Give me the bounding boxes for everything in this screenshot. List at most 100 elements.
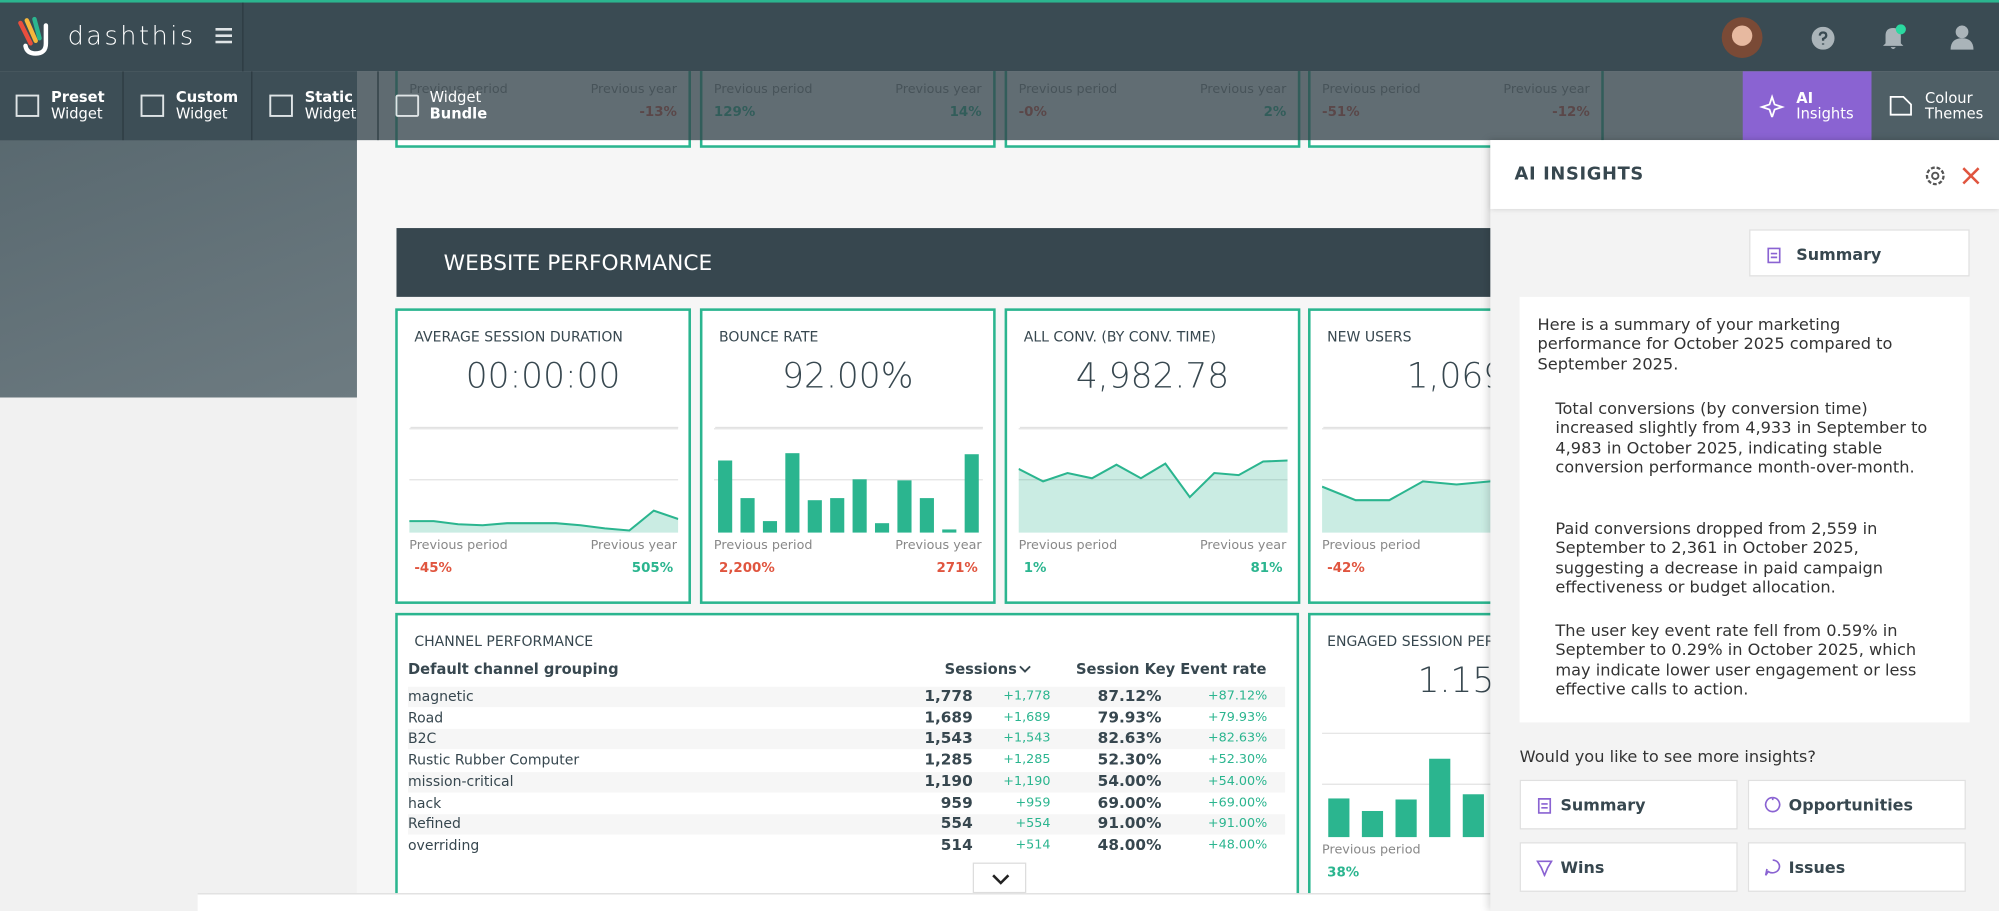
notification-icon bbox=[1880, 24, 1905, 49]
cell: 1,689 bbox=[924, 708, 972, 726]
cell: Refined bbox=[408, 816, 461, 833]
column-header[interactable]: Sessions bbox=[945, 660, 1017, 678]
insight-button[interactable]: Issues bbox=[1748, 842, 1966, 892]
icon-shape bbox=[1539, 799, 1550, 813]
cell: +82.63% bbox=[1208, 732, 1267, 746]
toolbar-button[interactable]: StaticWidget bbox=[305, 89, 357, 121]
bar bbox=[830, 498, 844, 532]
icon-shape bbox=[1766, 860, 1780, 875]
bar bbox=[785, 453, 799, 532]
question: Would you like to see more insights? bbox=[1520, 747, 1816, 766]
table-card: CHANNEL PERFORMANCEDefault channel group… bbox=[395, 613, 1299, 911]
button-label: Insights bbox=[1796, 106, 1853, 122]
icon-shape bbox=[1891, 97, 1911, 115]
widget-icon bbox=[140, 94, 164, 117]
cell: 554 bbox=[941, 814, 973, 832]
summary-point: Total conversions (by conversion time) i… bbox=[1555, 399, 1950, 477]
ai-title: AI INSIGHTS bbox=[1515, 164, 1644, 184]
widget-icon bbox=[15, 94, 39, 117]
label: Previous year bbox=[895, 539, 981, 553]
bar bbox=[875, 523, 889, 532]
widget-card: BOUNCE RATE92.00%Previous period2,200%Pr… bbox=[700, 308, 996, 604]
settings-icon bbox=[1924, 164, 1947, 187]
tab-button[interactable]: Summary bbox=[1749, 229, 1970, 276]
insight-button[interactable]: Summary bbox=[1520, 780, 1738, 830]
column-header: Default channel grouping bbox=[408, 660, 619, 678]
widget-title: ENGAGED SESSION PER bbox=[1327, 633, 1494, 650]
summary-box: Here is a summary of your marketing perf… bbox=[1520, 297, 1970, 723]
toolbar-label: Widget bbox=[305, 105, 357, 121]
cell: 69.00% bbox=[1098, 793, 1162, 811]
label: Previous period bbox=[409, 539, 508, 553]
button-icon bbox=[1888, 94, 1913, 117]
label: Previous period bbox=[1322, 539, 1421, 553]
cell: 514 bbox=[941, 836, 973, 854]
toolbar-button[interactable]: WidgetBundle bbox=[430, 89, 488, 121]
previous-period-value: 2,200% bbox=[719, 561, 775, 576]
bar bbox=[1328, 798, 1349, 837]
cell: overriding bbox=[408, 837, 479, 854]
avatar-face bbox=[1732, 25, 1752, 45]
widget-title: ALL CONV. (BY CONV. TIME) bbox=[1024, 329, 1216, 346]
cell: 48.00% bbox=[1098, 836, 1162, 854]
toolbar: PresetWidgetCustomWidgetStaticWidgetWidg… bbox=[0, 71, 1999, 140]
logo bbox=[15, 15, 56, 58]
toolbar-divider bbox=[251, 71, 252, 140]
brand: dashthis bbox=[68, 20, 196, 51]
toolbar-button[interactable]: ColourThemes bbox=[1872, 71, 1999, 140]
mini-chart bbox=[714, 428, 983, 534]
cell: +91.00% bbox=[1208, 817, 1267, 831]
bar bbox=[942, 529, 956, 532]
button-icon bbox=[1766, 246, 1783, 264]
label: Previous year bbox=[1200, 539, 1286, 553]
toolbar-divider bbox=[377, 71, 378, 140]
toolbar-button[interactable]: CustomWidget bbox=[176, 89, 238, 121]
cell: 1,190 bbox=[924, 772, 972, 790]
toolbar-label: Widget bbox=[51, 105, 105, 121]
insight-label: Summary bbox=[1560, 795, 1645, 814]
summary-point: The user key event rate fell from 0.59% … bbox=[1555, 621, 1950, 699]
toolbar-button[interactable]: PresetWidget bbox=[51, 89, 105, 121]
previous-period-value: -42% bbox=[1327, 561, 1365, 576]
widget-card: ALL CONV. (BY CONV. TIME) 4,982.78 Previou… bbox=[1005, 308, 1301, 604]
cell: 91.00% bbox=[1098, 814, 1162, 832]
toolbar-label: Bundle bbox=[430, 105, 488, 121]
ai-panel: AI INSIGHTS Summary Here is a summary of y… bbox=[1490, 140, 1999, 911]
label: Previous period bbox=[1322, 843, 1421, 857]
cell: +1,543 bbox=[1003, 732, 1050, 746]
menu-icon bbox=[215, 28, 232, 43]
cell: +514 bbox=[1015, 838, 1050, 852]
gear bbox=[1927, 168, 1944, 185]
insight-label: Opportunities bbox=[1789, 795, 1913, 814]
scroll-button[interactable] bbox=[973, 863, 1027, 894]
sidebar-lower bbox=[0, 398, 357, 911]
label: Previous period bbox=[714, 539, 813, 553]
toolbar-divider bbox=[122, 71, 123, 140]
bar bbox=[920, 498, 934, 532]
button-icon bbox=[1759, 94, 1784, 117]
insight-button[interactable]: Opportunities bbox=[1748, 780, 1966, 830]
widget-value: 4,982.78 bbox=[1007, 357, 1298, 396]
body bbox=[1951, 38, 1974, 49]
cell: 87.12% bbox=[1098, 687, 1162, 705]
previous-period-value: -45% bbox=[414, 561, 452, 576]
cell: +52.30% bbox=[1208, 753, 1267, 767]
section-title: WEBSITE PERFORMANCE bbox=[444, 251, 713, 276]
insight-label: Issues bbox=[1789, 857, 1846, 876]
button-label: Themes bbox=[1925, 106, 1983, 122]
cell: B2C bbox=[408, 731, 436, 748]
bar bbox=[1396, 799, 1417, 837]
widget-title: NEW USERS bbox=[1327, 329, 1411, 346]
icon-shape bbox=[270, 96, 292, 116]
bar bbox=[897, 480, 911, 532]
insight-button[interactable]: Wins bbox=[1520, 842, 1738, 892]
cell: Road bbox=[408, 709, 443, 726]
cell: +54.00% bbox=[1208, 774, 1267, 788]
table-row: mission-critical1,190+1,19054.00%+54.00% bbox=[408, 772, 1285, 792]
chevron bbox=[993, 875, 1008, 883]
section-header: WEBSITE PERFORMANCE bbox=[396, 228, 1671, 297]
toolbar-button[interactable]: AIInsights bbox=[1743, 71, 1872, 140]
cell: +48.00% bbox=[1208, 838, 1267, 852]
table-row: hack959+95969.00%+69.00% bbox=[408, 793, 1285, 813]
